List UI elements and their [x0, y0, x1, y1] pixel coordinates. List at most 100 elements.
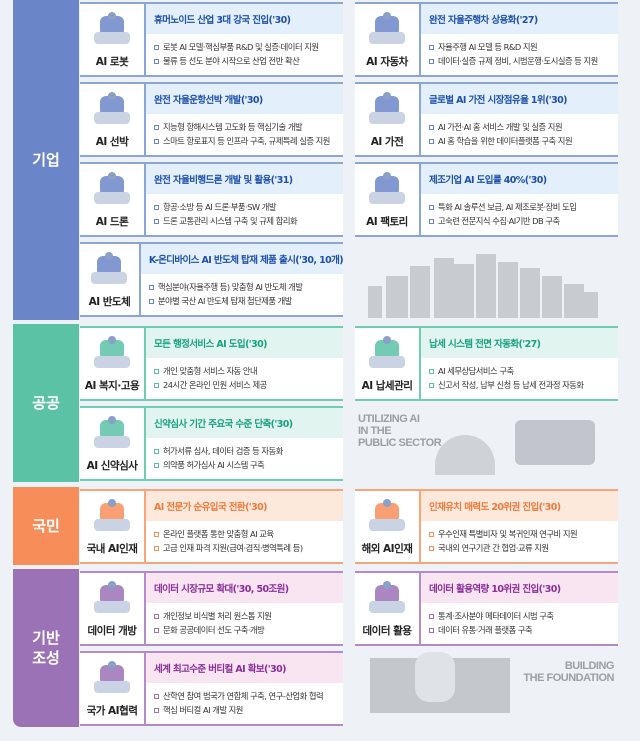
- bullet-text: 국내외 연구기관 간 협업·교류 지원: [438, 543, 549, 553]
- checkbox-bullet-icon: [154, 58, 159, 64]
- card-content: 데이터 시장규모 확대('30, 50조원) 개인정보 비식별 처리 원스톱 지원…: [146, 573, 343, 644]
- card-content: 데이터 활용역량 10위권 진입('30) 통계·조사분야 메타데이터 시범 구축…: [421, 573, 618, 644]
- checkbox-bullet-icon: [429, 382, 434, 388]
- card-label: 국가 AI협력: [86, 705, 138, 717]
- tax-icon: [367, 336, 407, 372]
- bullet-text: 핵심분야(자율주행 등) 맞춤형 AI 반도체 개발: [157, 282, 303, 292]
- overseas-talent-icon: [367, 499, 407, 535]
- card-data-use: 데이터 활용 데이터 활용역량 10위권 진입('30) 통계·조사분야 메타데이터…: [355, 571, 618, 646]
- bullet-item: 지능형 항해시스템 고도화 등 핵심기술 개발: [154, 120, 343, 134]
- bullet-text: 물류 등 선도 분야 시작으로 산업 전반 확산: [163, 56, 300, 66]
- card-title: 데이터 시장규모 확대('30, 50조원): [146, 573, 343, 603]
- card-label: AI 자동차: [366, 56, 408, 68]
- bullet-item: 항공·소방 등 AI 드론·부품·SW 개발: [154, 200, 343, 214]
- icon-part: [94, 601, 130, 613]
- bullet-list: AI 가전·AI 홈 서비스 개발 및 실증 지원 AI 홈 학습을 위한 데이터…: [421, 114, 618, 155]
- icon-cell: AI 로봇: [80, 4, 146, 75]
- bullet-text: AI 세무상담서비스 구축: [438, 366, 514, 376]
- card-content: 완전 자율운항선박 개발('30) 지능형 항해시스템 고도화 등 핵심기술 개발…: [146, 84, 343, 155]
- card-title: AI 전문가 순유입국 전환('30): [146, 491, 343, 521]
- bullet-text: 통계·조사분야 메타데이터 시범 구축: [438, 611, 554, 621]
- icon-part: [100, 503, 124, 523]
- bullet-text: 자율주행 AI 모델 등 R&D 지원: [438, 42, 538, 52]
- bullet-text: 지능형 항해시스템 고도화 등 핵심기술 개발: [163, 122, 303, 132]
- card-title: 제조기업 AI 도입률 40%('30): [421, 164, 618, 194]
- icon-part: [369, 356, 405, 368]
- icon-part: [94, 192, 130, 204]
- drug-review-icon: [92, 416, 132, 452]
- icon-part: [369, 112, 405, 124]
- bullet-item: 분야별 국산 AI 반도체 탑재 첨단제품 개발: [148, 294, 343, 308]
- bullet-item: AI 가전·AI 홈 서비스 개발 및 실증 지원: [429, 120, 618, 134]
- bullet-item: 물류 등 선도 분야 시작으로 산업 전반 확산: [154, 54, 343, 68]
- icon-part: [383, 12, 391, 20]
- checkbox-bullet-icon: [154, 693, 159, 699]
- card-semiconductor: AI 반도체 K-온디바이스 AI 반도체 탑재 제품 출시('30, 10개) 핵…: [80, 242, 344, 317]
- card-title: 데이터 활용역량 10위권 진입('30): [421, 573, 618, 603]
- card-label: AI 복지·고용: [84, 380, 140, 392]
- card-title: 납세 시스템 전면 자동화('27): [421, 328, 618, 358]
- icon-cell: AI 팩토리: [355, 164, 421, 235]
- bullet-item: 데이터·실증 규제 정비, 시범운행·도시실증 등 지원: [429, 54, 618, 68]
- bullet-text: 의약품 허가심사 AI 시스템 구축: [163, 460, 265, 470]
- icon-part: [375, 340, 399, 360]
- card-welfare: AI 복지·고용 모든 행정서비스 AI 도입('30) 개인 맞춤형 서비스 자동…: [80, 326, 343, 401]
- icon-part: [100, 340, 124, 360]
- card-content: AI 전문가 순유입국 전환('30) 온라인 플랫폼 통한 맞춤형 AI 교육 고…: [146, 491, 343, 562]
- card-robot: AI 로봇 휴머노이드 산업 3대 강국 진입('30) 로봇 AI 모델·핵심부품…: [80, 2, 343, 77]
- checkbox-bullet-icon: [154, 204, 159, 210]
- bullet-text: 스마트 항로표지 등 인프라 구축, 규제특례 실증 지원: [163, 136, 330, 146]
- bullet-list: 개인정보 비식별 처리 원스톱 지원 문화 공공데이터 선도 구축·개방: [146, 603, 343, 644]
- card-label: 데이터 개방: [87, 625, 137, 637]
- bullet-text: 우수인재 특별비자 및 복귀인재 연구비 지원: [438, 529, 578, 539]
- icon-part: [100, 585, 124, 605]
- card-home-appliance: AI 가전 글로벌 AI 가전 시장점유율 1위('30) AI 가전·AI 홈 서…: [355, 82, 618, 157]
- card-title: 모든 행정서비스 AI 도입('30): [146, 328, 343, 358]
- domestic-talent-icon: [92, 499, 132, 535]
- checkbox-bullet-icon: [429, 627, 434, 633]
- card-title: 글로벌 AI 가전 시장점유율 1위('30): [421, 84, 618, 114]
- section-citizen: 국민 국내 AI인재 AI 전문가 순유입국 전환('30) 온라인 플랫폼 통한 맞…: [13, 487, 619, 565]
- checkbox-bullet-icon: [154, 707, 159, 713]
- bullet-item: 핵심분야(자율주행 등) 맞춤형 AI 반도체 개발: [148, 280, 343, 294]
- person-figure: [435, 435, 495, 475]
- icon-part: [375, 585, 399, 605]
- bullet-text: 드론 교통관리 시스템 구축 및 규제 합리화: [163, 216, 298, 226]
- bullet-list: 개인 맞춤형 서비스 자동 안내 24시간 온라인 민원 서비스 제공: [146, 358, 343, 399]
- icon-cell: 데이터 활용: [355, 573, 421, 644]
- card-content: 신약심사 기간 주요국 수준 단축('30) 허가서류 심사, 데이터 검증 등 …: [146, 408, 343, 479]
- building: [434, 258, 454, 318]
- card-title: 신약심사 기간 주요국 수준 단축('30): [146, 408, 343, 438]
- checkbox-bullet-icon: [148, 298, 154, 304]
- bullet-item: 우수인재 특별비자 및 복귀인재 연구비 지원: [429, 527, 618, 541]
- icon-cell: 국가 AI협력: [80, 653, 146, 724]
- checkbox-bullet-icon: [154, 124, 159, 130]
- card-content: 제조기업 AI 도입률 40%('30) 특화 AI 솔루션 보급, AI 제조로…: [421, 164, 618, 235]
- card-label: AI 팩토리: [366, 216, 408, 228]
- icon-part: [100, 96, 124, 116]
- icon-cell: 데이터 개방: [80, 573, 146, 644]
- card-title: 완전 자율비행드론 개발 및 활용('31): [146, 164, 343, 194]
- checkbox-bullet-icon: [429, 545, 434, 551]
- icon-part: [105, 252, 114, 260]
- card-content: 세계 최고수준 버티컬 AI 확보('30) 산학연 참여 범국가 연합체 구축,…: [146, 653, 343, 724]
- card-title: 휴머노이드 산업 3대 강국 진입('30): [146, 4, 343, 34]
- card-label: 해외 AI인재: [361, 543, 413, 555]
- icon-part: [383, 92, 391, 100]
- bullet-item: 온라인 플랫폼 통한 맞춤형 AI 교육: [154, 527, 343, 541]
- documents-figure: [515, 420, 595, 465]
- icon-part: [375, 16, 399, 36]
- checkbox-bullet-icon: [154, 531, 159, 537]
- card-content: 납세 시스템 전면 자동화('27) AI 세무상담서비스 구축 신고서 작성, 납…: [421, 328, 618, 399]
- building: [386, 276, 408, 318]
- card-drug-review: AI 신약심사 신약심사 기간 주요국 수준 단축('30) 허가서류 심사, 데이…: [80, 406, 343, 481]
- building: [454, 264, 474, 318]
- building: [498, 262, 518, 318]
- card-domestic-talent: 국내 AI인재 AI 전문가 순유입국 전환('30) 온라인 플랫폼 통한 맞춤형…: [80, 489, 343, 564]
- checkbox-bullet-icon: [429, 204, 434, 210]
- national-cooperation-icon: [92, 661, 132, 697]
- card-title: 인재유치 매력도 20위권 진입('30): [421, 491, 618, 521]
- factory-icon: [367, 172, 407, 208]
- card-label: AI 가전: [370, 136, 404, 148]
